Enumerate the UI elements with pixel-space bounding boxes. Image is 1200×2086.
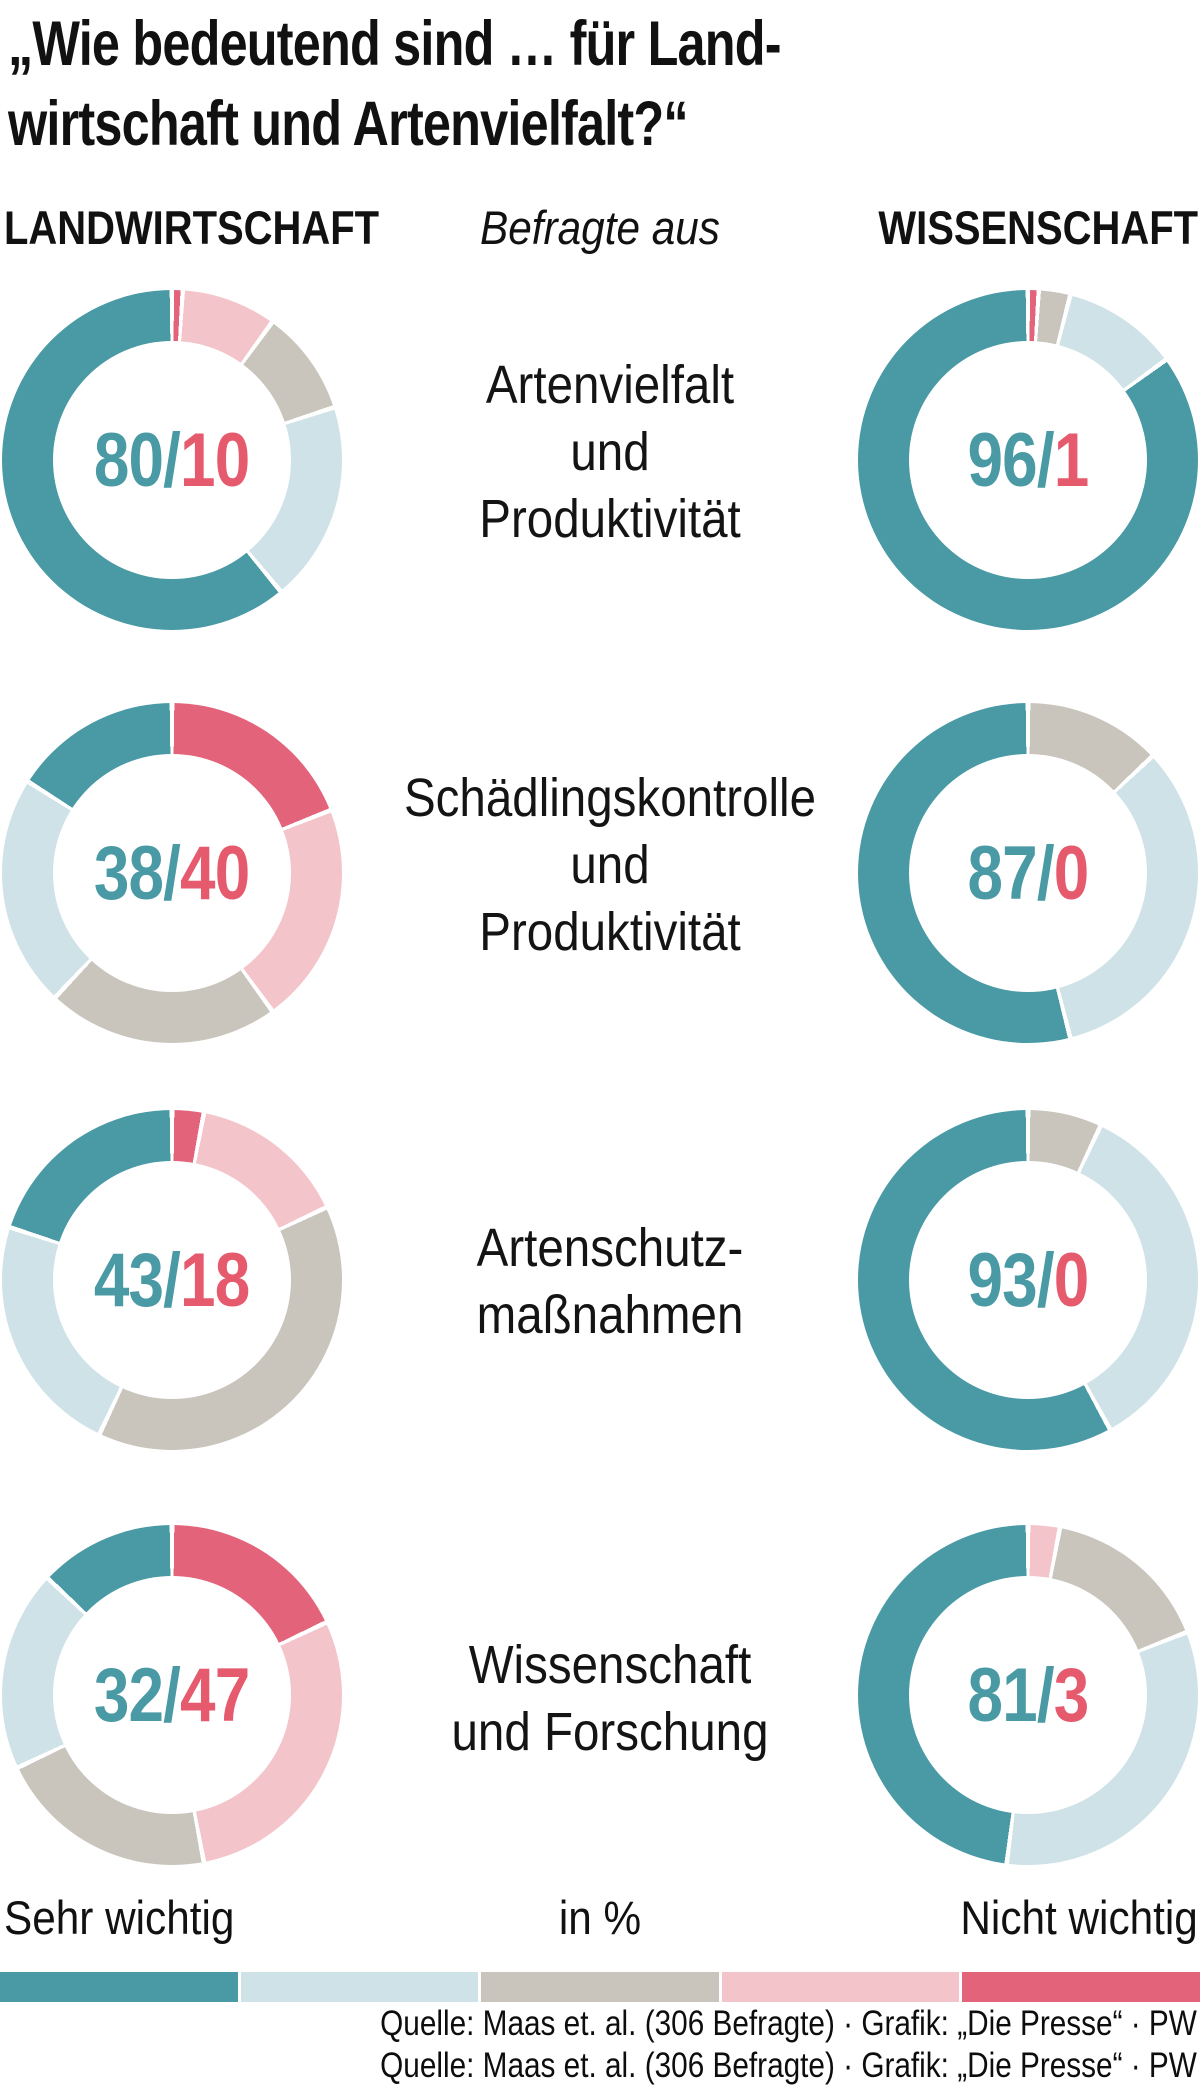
topic-label-artenvielfalt: Artenvielfalt und Produktivität bbox=[372, 352, 847, 553]
value-nicht-wichtig: 3 bbox=[1053, 1652, 1090, 1738]
scale-swatch-eher-wichtig bbox=[240, 1972, 479, 2002]
donut-hole: 87/0 bbox=[909, 754, 1147, 992]
donut-value: 43/18 bbox=[94, 1237, 250, 1324]
donut-hole: 81/3 bbox=[909, 1576, 1147, 1814]
donut-landwirtschaft-artenvielfalt: 80/10 bbox=[2, 290, 342, 630]
topic-line: Artenschutz- bbox=[476, 1218, 744, 1278]
value-nicht-wichtig: 0 bbox=[1053, 830, 1090, 916]
topic-line: Produktivität bbox=[479, 902, 741, 962]
chart-title-line1: „Wie bedeutend sind … für Land- bbox=[8, 9, 782, 79]
value-wichtig: 80 bbox=[94, 417, 164, 503]
scale-swatch-sehr-wichtig bbox=[0, 1972, 238, 2002]
legend-label-in-prozent: in % bbox=[558, 1891, 642, 1944]
scale-swatch-neutral bbox=[481, 1972, 719, 2002]
value-nicht-wichtig: 0 bbox=[1053, 1237, 1090, 1323]
column-header-landwirtschaft: LANDWIRTSCHAFT bbox=[4, 201, 380, 254]
chart-title: „Wie bedeutend sind … für Land- wirtscha… bbox=[8, 4, 782, 164]
donut-hole: 93/0 bbox=[909, 1161, 1147, 1399]
source-credit-clipped: Quelle: Maas et. al. (306 Befragte) · Gr… bbox=[380, 2046, 1197, 2085]
value-nicht-wichtig: 10 bbox=[180, 417, 250, 503]
value-wichtig: 93 bbox=[967, 1237, 1038, 1323]
value-wichtig: 96 bbox=[967, 417, 1038, 503]
scale-swatch-nicht-wichtig bbox=[962, 1972, 1200, 2002]
donut-wissenschaft-wissenschaft-forschung: 81/3 bbox=[858, 1525, 1198, 1865]
topic-label-wissenschaft-forschung: Wissenschaft und Forschung bbox=[372, 1632, 847, 1766]
donut-value: 87/0 bbox=[967, 830, 1090, 917]
topic-line: Produktivität bbox=[479, 489, 741, 549]
value-slash: / bbox=[163, 417, 182, 503]
topic-line: und Forschung bbox=[451, 1702, 769, 1762]
topic-label-schaedlingskontrolle: Schädlingskontrolle und Produktivität bbox=[372, 765, 847, 966]
donut-hole: 80/10 bbox=[53, 341, 291, 579]
donut-value: 93/0 bbox=[967, 1237, 1090, 1324]
legend-label-nicht-wichtig: Nicht wichtig bbox=[960, 1891, 1198, 1944]
donut-value: 32/47 bbox=[94, 1652, 250, 1739]
donut-landwirtschaft-wissenschaft-forschung: 32/47 bbox=[2, 1525, 342, 1865]
value-nicht-wichtig: 40 bbox=[180, 830, 250, 916]
value-slash: / bbox=[163, 1237, 182, 1323]
topic-line: und bbox=[570, 835, 650, 895]
value-wichtig: 87 bbox=[967, 830, 1038, 916]
scale-swatch-eher-nicht-wichtig bbox=[721, 1972, 960, 2002]
topic-line: maßnahmen bbox=[476, 1285, 744, 1345]
topic-line: und bbox=[570, 422, 650, 482]
column-header-wissenschaft: WISSENSCHAFT bbox=[878, 201, 1198, 254]
donut-value: 96/1 bbox=[967, 417, 1090, 504]
donut-hole: 32/47 bbox=[53, 1576, 291, 1814]
value-wichtig: 81 bbox=[967, 1652, 1038, 1738]
donut-value: 81/3 bbox=[967, 1652, 1090, 1739]
value-slash: / bbox=[1036, 1237, 1055, 1323]
donut-hole: 38/40 bbox=[53, 754, 291, 992]
value-slash: / bbox=[1036, 830, 1055, 916]
donut-landwirtschaft-artenschutz: 43/18 bbox=[2, 1110, 342, 1450]
legend-color-scale bbox=[0, 1972, 1200, 2002]
topic-line: Artenvielfalt bbox=[485, 355, 735, 415]
value-slash: / bbox=[1036, 1652, 1055, 1738]
value-slash: / bbox=[1036, 417, 1055, 503]
value-wichtig: 32 bbox=[94, 1652, 164, 1738]
donut-hole: 96/1 bbox=[909, 341, 1147, 579]
column-header-befragte-aus: Befragte aus bbox=[480, 201, 720, 254]
donut-landwirtschaft-schaedlingskontrolle: 38/40 bbox=[2, 703, 342, 1043]
donut-wissenschaft-artenvielfalt: 96/1 bbox=[858, 290, 1198, 630]
value-slash: / bbox=[163, 830, 182, 916]
donut-hole: 43/18 bbox=[53, 1161, 291, 1399]
value-nicht-wichtig: 47 bbox=[180, 1652, 250, 1738]
value-wichtig: 38 bbox=[94, 830, 164, 916]
topic-line: Schädlingskontrolle bbox=[403, 768, 817, 828]
donut-wissenschaft-artenschutz: 93/0 bbox=[858, 1110, 1198, 1450]
value-slash: / bbox=[163, 1652, 182, 1738]
topic-line: Wissenschaft bbox=[468, 1635, 752, 1695]
source-credit: Quelle: Maas et. al. (306 Befragte) · Gr… bbox=[380, 2004, 1197, 2043]
value-nicht-wichtig: 18 bbox=[180, 1237, 250, 1323]
value-nicht-wichtig: 1 bbox=[1053, 417, 1090, 503]
topic-label-artenschutz: Artenschutz- maßnahmen bbox=[372, 1215, 847, 1349]
chart-title-line2: wirtschaft und Artenvielfalt?“ bbox=[8, 89, 689, 159]
donut-value: 38/40 bbox=[94, 830, 250, 917]
value-wichtig: 43 bbox=[94, 1237, 164, 1323]
legend-label-sehr-wichtig: Sehr wichtig bbox=[4, 1891, 235, 1944]
donut-wissenschaft-schaedlingskontrolle: 87/0 bbox=[858, 703, 1198, 1043]
donut-value: 80/10 bbox=[94, 417, 250, 504]
